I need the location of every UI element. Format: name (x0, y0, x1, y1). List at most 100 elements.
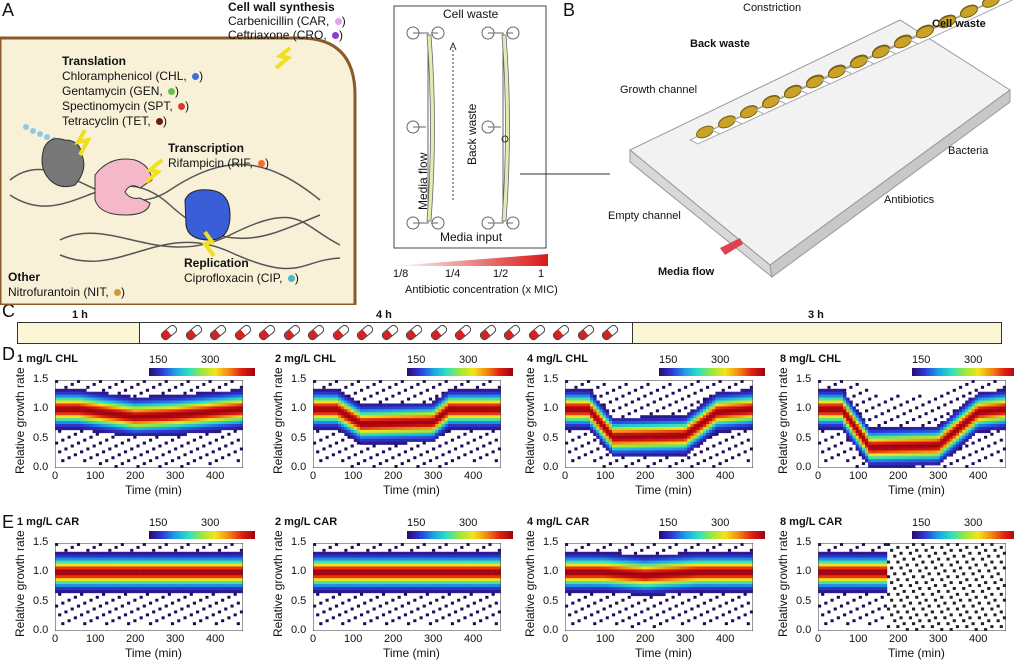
heatmap-title: 8 mg/L CAR (780, 516, 843, 528)
dna-strand-2 (9, 185, 321, 240)
pill-icon (306, 323, 326, 342)
pill-icon (551, 323, 571, 342)
conc-tick: 1/8 (393, 268, 409, 280)
chip-3d-illustration (629, 0, 1014, 279)
x-tick-label: 200 (889, 470, 908, 482)
x-tick-label: 400 (716, 470, 735, 482)
pill-icon (159, 323, 179, 342)
dna-strand-3 (59, 216, 341, 248)
x-tick-label: 400 (206, 470, 225, 482)
heatmap-plot (313, 380, 501, 468)
antibiotic-spt: Spectinomycin (SPT, ) (62, 99, 190, 113)
lightning-replication-icon (201, 230, 216, 258)
pill-icon (379, 323, 400, 342)
heatmap-plot (313, 543, 501, 631)
heatmap-plot (55, 543, 243, 631)
conc-tick: 1 (538, 268, 545, 280)
heatmap-title: 4 mg/L CAR (527, 516, 590, 528)
antibiotic-tet: Tetracyclin (TET, ) (62, 114, 168, 128)
x-tick-label: 200 (889, 633, 908, 645)
pill-icon (208, 323, 228, 342)
x-tick-label: 0 (310, 633, 317, 645)
pill-icon (183, 323, 204, 342)
antibiotic-nit: Nitrofurantoin (NIT, ) (8, 285, 126, 299)
dna-polymerase-icon (184, 189, 231, 241)
y-tick-label: 0.5 (543, 594, 559, 607)
x-tick-label: 0 (562, 633, 569, 645)
y-axis-label: Relative growth rate (13, 367, 27, 474)
pill-icon (502, 323, 522, 342)
pill-icon (428, 323, 449, 342)
y-tick-label: 1.0 (543, 402, 559, 415)
heatmap-title: 2 mg/L CHL (275, 353, 336, 365)
colorbar-tick: 300 (459, 354, 478, 366)
timeline-treatment (139, 322, 633, 344)
device-cell-waste: Cell waste (443, 7, 499, 21)
colorbar-tick: 300 (459, 517, 478, 529)
pill-icons (140, 323, 634, 342)
growth-channels (688, 0, 1014, 145)
b-empty-channel: Empty channel (608, 210, 681, 222)
x-tick-label: 0 (310, 470, 317, 482)
replication-group: Replication Ciprofloxacin (CIP, ) (184, 256, 299, 286)
y-tick-label: 1.0 (796, 402, 812, 415)
x-axis-label: Time (min) (383, 483, 440, 497)
x-tick-label: 200 (636, 633, 655, 645)
y-tick-label: 1.0 (291, 402, 307, 415)
y-tick-label: 0.0 (291, 624, 307, 636)
x-tick-label: 0 (815, 633, 822, 645)
x-tick-label: 0 (815, 470, 822, 482)
device-schematic (393, 5, 547, 249)
x-tick-label: 100 (596, 470, 615, 482)
colorbar (407, 368, 513, 376)
x-axis-label: Time (min) (888, 483, 945, 497)
colorbar-tick: 150 (659, 354, 678, 366)
y-tick-label: 0.5 (543, 431, 559, 444)
colorbar (912, 531, 1014, 539)
device-media-flow: Media flow (416, 152, 430, 210)
gen-dot-icon (168, 88, 176, 96)
device-back-waste: Back waste (465, 103, 479, 165)
y-tick-label: 1.5 (33, 536, 49, 548)
x-axis-label: Time (min) (383, 646, 440, 660)
antibiotic-car: Carbenicillin (CAR, ) (228, 14, 346, 28)
b-constriction: Constriction (743, 2, 802, 14)
panel-label-a: A (2, 0, 15, 20)
pill-icon (232, 323, 253, 342)
colorbar (407, 531, 513, 539)
x-tick-label: 200 (126, 470, 145, 482)
b-back-waste: Back waste (690, 38, 750, 50)
x-tick-label: 200 (384, 470, 403, 482)
x-tick-label: 300 (424, 633, 443, 645)
bacterium (828, 65, 846, 79)
bacterium (762, 95, 780, 109)
x-tick-label: 400 (206, 633, 225, 645)
bacterium (806, 75, 824, 89)
device-media-input: Media input (440, 230, 503, 244)
x-tick-label: 400 (464, 633, 483, 645)
colorbar-tick: 150 (149, 354, 168, 366)
y-tick-label: 1.0 (33, 565, 49, 578)
cell-schematic (0, 36, 357, 305)
y-tick-label: 0.5 (291, 594, 307, 607)
lightning-cellwall-icon (274, 46, 293, 70)
antibiotic-chl: Chloramphenicol (CHL, ) (62, 69, 204, 83)
x-tick-label: 100 (596, 633, 615, 645)
heatmap-plot (818, 543, 1006, 631)
b-growth-channel: Growth channel (620, 84, 698, 96)
bacterium (696, 125, 714, 139)
colorbar-tick: 150 (407, 354, 426, 366)
conc-tick: 1/4 (445, 268, 461, 280)
b-media-flow: Media flow (658, 266, 715, 278)
other-title: Other (8, 270, 41, 284)
x-tick-label: 200 (636, 470, 655, 482)
pill-icon (575, 323, 596, 342)
colorbar-tick: 300 (711, 517, 730, 529)
y-tick-label: 0.5 (33, 431, 49, 444)
heatmap-title: 4 mg/L CHL (527, 353, 588, 365)
y-tick-label: 0.0 (291, 461, 307, 473)
x-tick-label: 300 (166, 633, 185, 645)
colorbar-tick: 300 (711, 354, 730, 366)
heatmap-title: 1 mg/L CHL (17, 353, 78, 365)
x-tick-label: 400 (969, 633, 988, 645)
